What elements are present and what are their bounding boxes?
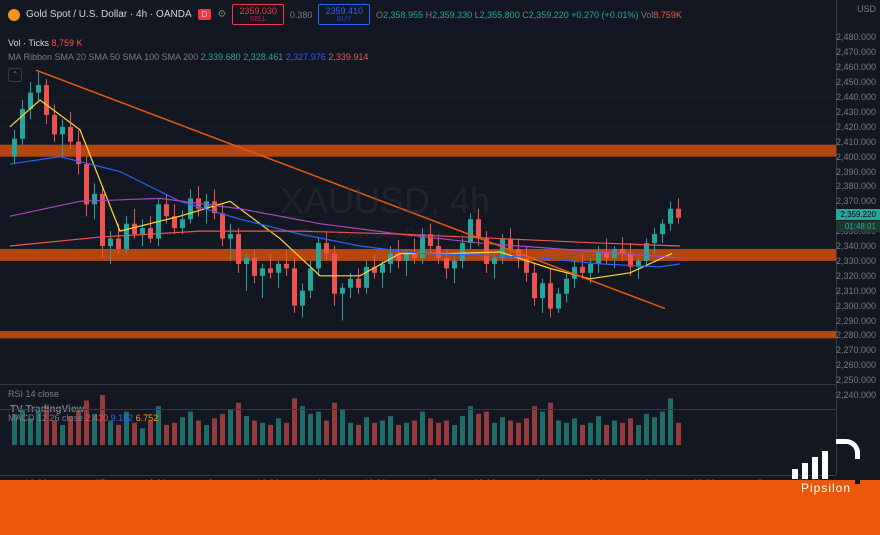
y-tick: 2,400.000 — [836, 152, 876, 162]
spread-value: 0.380 — [290, 10, 313, 20]
macd-indicator-row[interactable]: MACD 12 26 close 2.430 9.182 6.752 — [8, 413, 828, 423]
pane-separator[interactable] — [0, 409, 836, 410]
volume-indicator-row[interactable]: Vol · Ticks 8,759 K — [8, 38, 83, 48]
y-tick: 2,320.000 — [836, 271, 876, 281]
y-tick: 2,290.000 — [836, 316, 876, 326]
y-tick: 2,250.000 — [836, 375, 876, 385]
chart-header: Gold Spot / U.S. Dollar · 4h · OANDA D ⚙… — [8, 4, 682, 25]
y-tick: 2,310.000 — [836, 286, 876, 296]
y-tick: 2,380.000 — [836, 181, 876, 191]
pipsilon-logo: Pipsilon — [792, 439, 860, 495]
countdown-tag: 01:48:01 — [836, 221, 880, 232]
y-tick: 2,300.000 — [836, 301, 876, 311]
buy-button[interactable]: 2359.410 BUY — [318, 4, 370, 25]
gold-icon — [8, 9, 20, 21]
y-tick: 2,280.000 — [836, 330, 876, 340]
current-price-tag: 2,359.220 — [836, 209, 880, 220]
rsi-indicator-row[interactable]: RSI 14 close — [8, 389, 828, 399]
y-tick: 2,450.000 — [836, 77, 876, 87]
ma-ribbon-row[interactable]: MA Ribbon SMA 20 SMA 50 SMA 100 SMA 200 … — [8, 52, 368, 62]
currency-label: USD — [857, 4, 876, 14]
y-tick: 2,420.000 — [836, 122, 876, 132]
y-tick: 2,390.000 — [836, 167, 876, 177]
y-tick: 2,240.000 — [836, 390, 876, 400]
y-tick: 2,410.000 — [836, 137, 876, 147]
ohlc-display: O2,358.955 H2,359.330 L2,355.800 C2,359.… — [376, 10, 682, 20]
main-chart[interactable]: XAUUSD, 4h Gold Spot / U.S. Dollar Gold … — [0, 0, 836, 475]
collapse-button[interactable]: ⌃ — [8, 68, 22, 82]
y-tick: 2,270.000 — [836, 345, 876, 355]
y-tick: 2,480.000 — [836, 32, 876, 42]
y-tick: 2,440.000 — [836, 92, 876, 102]
data-badge: D — [198, 9, 212, 20]
y-tick: 2,430.000 — [836, 107, 876, 117]
y-tick: 2,330.000 — [836, 256, 876, 266]
y-tick: 2,370.000 — [836, 196, 876, 206]
footer-banner — [0, 480, 880, 535]
settings-icon[interactable]: ⚙ — [217, 9, 226, 20]
pane-separator[interactable] — [0, 384, 836, 385]
y-tick: 2,460.000 — [836, 62, 876, 72]
y-tick: 2,340.000 — [836, 241, 876, 251]
y-tick: 2,470.000 — [836, 47, 876, 57]
price-axis[interactable]: USD 2,240.000 2,250.000 2,260.000 2,270.000… — [836, 0, 880, 475]
chart-canvas — [0, 0, 836, 475]
y-tick: 2,260.000 — [836, 360, 876, 370]
symbol-title[interactable]: Gold Spot / U.S. Dollar · 4h · OANDA — [26, 9, 192, 20]
sell-button[interactable]: 2359.030 SELL — [232, 4, 284, 25]
